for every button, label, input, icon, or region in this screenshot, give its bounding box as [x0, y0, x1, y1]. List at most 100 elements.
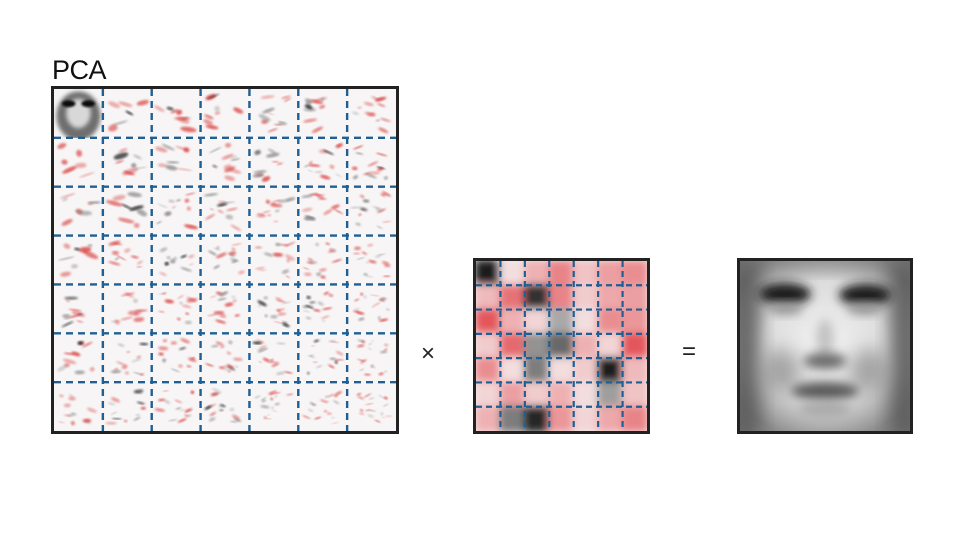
face-image [740, 261, 910, 431]
basis-image-6-6 [347, 382, 396, 431]
coefficient-cell-5-0 [476, 381, 502, 408]
basis-image-4-6 [347, 284, 396, 334]
basis-image-6-2 [151, 382, 201, 431]
equals-operator: = [682, 338, 697, 365]
basis-image-0-2 [151, 89, 201, 138]
basis-image-5-4 [249, 333, 299, 383]
basis-image-4-5 [298, 284, 348, 334]
coefficient-cell-2-5 [597, 308, 624, 335]
basis-image-3-1 [102, 235, 152, 285]
coefficient-cell-3-4 [572, 332, 600, 360]
basis-image-4-3 [200, 284, 250, 334]
coefficient-cell-0-5 [597, 261, 624, 287]
coefficient-cell-4-4 [572, 357, 600, 384]
coefficient-cell-2-3 [548, 308, 575, 335]
basis-image-0-3 [200, 89, 250, 138]
coefficient-cell-6-3 [548, 405, 575, 431]
basis-image-5-6 [347, 333, 396, 383]
multiply-operator: × [421, 340, 436, 367]
basis-image-2-4 [249, 186, 299, 236]
basis-image-4-4 [249, 284, 299, 334]
coefficient-cell-4-1 [499, 357, 526, 384]
coefficient-cell-5-3 [548, 381, 575, 408]
basis-image-1-2 [151, 137, 201, 187]
basis-image-1-3 [200, 137, 250, 187]
basis-image-5-3 [200, 333, 250, 383]
coefficient-cell-6-4 [572, 405, 600, 431]
basis-image-5-0 [54, 333, 103, 383]
coefficient-cell-4-2 [523, 357, 551, 384]
basis-image-2-6 [347, 186, 396, 236]
basis-image-5-1 [102, 333, 152, 383]
basis-image-5-2 [151, 333, 201, 383]
coefficient-cell-0-1 [499, 261, 526, 287]
basis-image-1-6 [347, 137, 396, 187]
basis-image-6-0 [54, 382, 103, 431]
basis-image-0-1 [102, 89, 152, 138]
basis-image-3-4 [249, 235, 299, 285]
coefficient-grid [476, 261, 647, 431]
coefficient-cell-3-6 [621, 332, 647, 360]
coefficient-cell-6-5 [597, 405, 624, 431]
coefficient-cell-6-2 [523, 405, 551, 431]
basis-image-4-0 [54, 284, 103, 334]
coefficient-cell-2-6 [621, 308, 647, 335]
basis-image-0-6 [347, 89, 396, 138]
coefficient-cell-2-4 [572, 308, 600, 335]
coefficient-cell-4-6 [621, 357, 647, 384]
coefficient-cell-0-3 [548, 261, 575, 287]
coefficient-cell-6-0 [476, 405, 502, 431]
basis-image-4-2 [151, 284, 201, 334]
coefficient-cell-5-5 [597, 381, 624, 408]
coefficient-cell-3-1 [499, 332, 526, 360]
basis-image-3-5 [298, 235, 348, 285]
coefficient-cell-1-3 [548, 284, 575, 311]
coefficient-cell-4-3 [548, 357, 575, 384]
coefficient-cell-3-5 [597, 332, 624, 360]
coefficient-cell-0-4 [572, 261, 600, 287]
basis-image-4-1 [102, 284, 152, 334]
coefficient-cell-1-4 [572, 284, 600, 311]
coefficient-cell-1-2 [523, 284, 551, 311]
pca-basis-matrix [51, 86, 399, 434]
basis-image-6-1 [102, 382, 152, 431]
coefficient-cell-6-1 [499, 405, 526, 431]
coefficient-cell-2-2 [523, 308, 551, 335]
basis-image-3-3 [200, 235, 250, 285]
coefficient-cell-2-1 [499, 308, 526, 335]
basis-image-1-0 [54, 137, 103, 187]
coefficient-cell-3-0 [476, 332, 502, 360]
coefficient-cell-0-2 [523, 261, 551, 287]
coefficient-cell-1-0 [476, 284, 502, 311]
coefficient-cell-1-6 [621, 284, 647, 311]
coefficient-cell-5-2 [523, 381, 551, 408]
basis-image-2-2 [151, 186, 201, 236]
basis-image-1-5 [298, 137, 348, 187]
basis-image-6-4 [249, 382, 299, 431]
coefficient-cell-5-4 [572, 381, 600, 408]
basis-image-2-0 [54, 186, 103, 236]
basis-image-5-5 [298, 333, 348, 383]
coefficient-cell-0-0 [476, 261, 502, 287]
reconstructed-face-image [737, 258, 913, 434]
basis-image-3-6 [347, 235, 396, 285]
coefficient-cell-0-6 [621, 261, 647, 287]
figure-title: PCA [52, 55, 107, 85]
coefficient-cell-3-3 [548, 332, 575, 360]
coefficient-cell-5-6 [621, 381, 647, 408]
basis-image-1-4 [249, 137, 299, 187]
basis-image-0-4 [249, 89, 299, 138]
basis-image-3-2 [151, 235, 201, 285]
coefficient-matrix [473, 258, 650, 434]
coefficient-cell-6-6 [621, 405, 647, 431]
coefficient-cell-3-2 [523, 332, 551, 360]
coefficient-cell-5-1 [499, 381, 526, 408]
basis-image-6-3 [200, 382, 250, 431]
coefficient-cell-4-0 [476, 357, 502, 384]
basis-image-2-5 [298, 186, 348, 236]
basis-image-0-5 [298, 89, 348, 138]
coefficient-cell-1-1 [499, 284, 526, 311]
basis-image-6-5 [298, 382, 348, 431]
coefficient-cell-4-5 [597, 357, 624, 384]
basis-images-grid [54, 89, 396, 431]
